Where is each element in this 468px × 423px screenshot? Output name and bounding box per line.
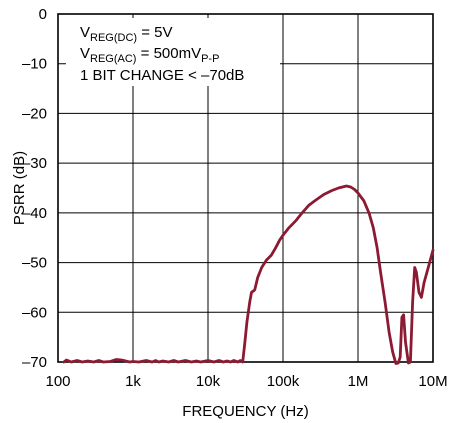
y-tick-label: –40 <box>22 205 47 222</box>
y-tick-label: –60 <box>22 304 47 321</box>
series-line <box>62 184 435 365</box>
x-tick-label: 10M <box>418 373 447 390</box>
y-axis-title: PSRR (dB) <box>11 151 28 225</box>
y-tick-label: –10 <box>22 56 47 73</box>
y-tick-label: –20 <box>22 105 47 122</box>
y-tick-label: 0 <box>39 6 47 23</box>
series-layer <box>62 184 435 365</box>
annotation-background <box>66 18 280 86</box>
x-tick-label: 1M <box>348 373 369 390</box>
annotation-line-3: 1 BIT CHANGE < –70dB <box>80 67 244 84</box>
x-tick-label: 100 <box>45 373 70 390</box>
x-tick-label: 1k <box>125 373 141 390</box>
annotation-line-2: VREG(AC) = 500mVP-P <box>80 45 219 65</box>
y-tick-label: –70 <box>22 354 47 371</box>
x-tick-label: 10k <box>196 373 221 390</box>
annotation-line-1: VREG(DC) = 5V <box>80 24 173 44</box>
tick-labels: 100 1k 10k 100k 1M 10M 0 –10 –20 –30 –40 –50 –60 –70 <box>22 6 448 390</box>
y-tick-label: –30 <box>22 155 47 172</box>
x-tick-label: 100k <box>267 373 300 390</box>
x-axis-title: FREQUENCY (Hz) <box>182 403 308 420</box>
y-tick-label: –50 <box>22 255 47 272</box>
plot-frame <box>57 13 434 363</box>
